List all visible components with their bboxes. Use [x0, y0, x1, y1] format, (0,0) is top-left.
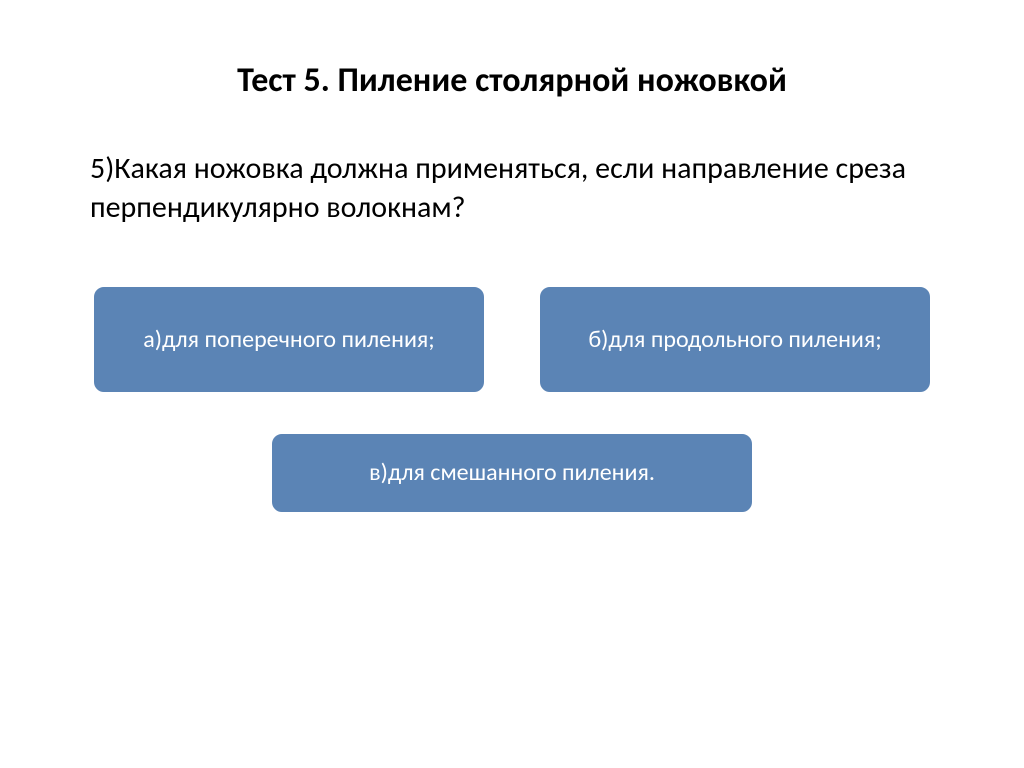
option-b-button[interactable]: б)для продольного пиления; [540, 287, 930, 392]
options-row-top: а)для поперечного пиления; б)для продоль… [70, 287, 954, 392]
slide-title: Тест 5. Пиление столярной ножовкой [70, 60, 954, 101]
options-row-bottom: в)для смешанного пиления. [70, 434, 954, 512]
quiz-slide: Тест 5. Пиление столярной ножовкой 5)Как… [0, 0, 1024, 768]
option-c-button[interactable]: в)для смешанного пиления. [272, 434, 752, 512]
question-text: 5)Какая ножовка должна применяться, если… [70, 149, 954, 227]
option-a-button[interactable]: а)для поперечного пиления; [94, 287, 484, 392]
